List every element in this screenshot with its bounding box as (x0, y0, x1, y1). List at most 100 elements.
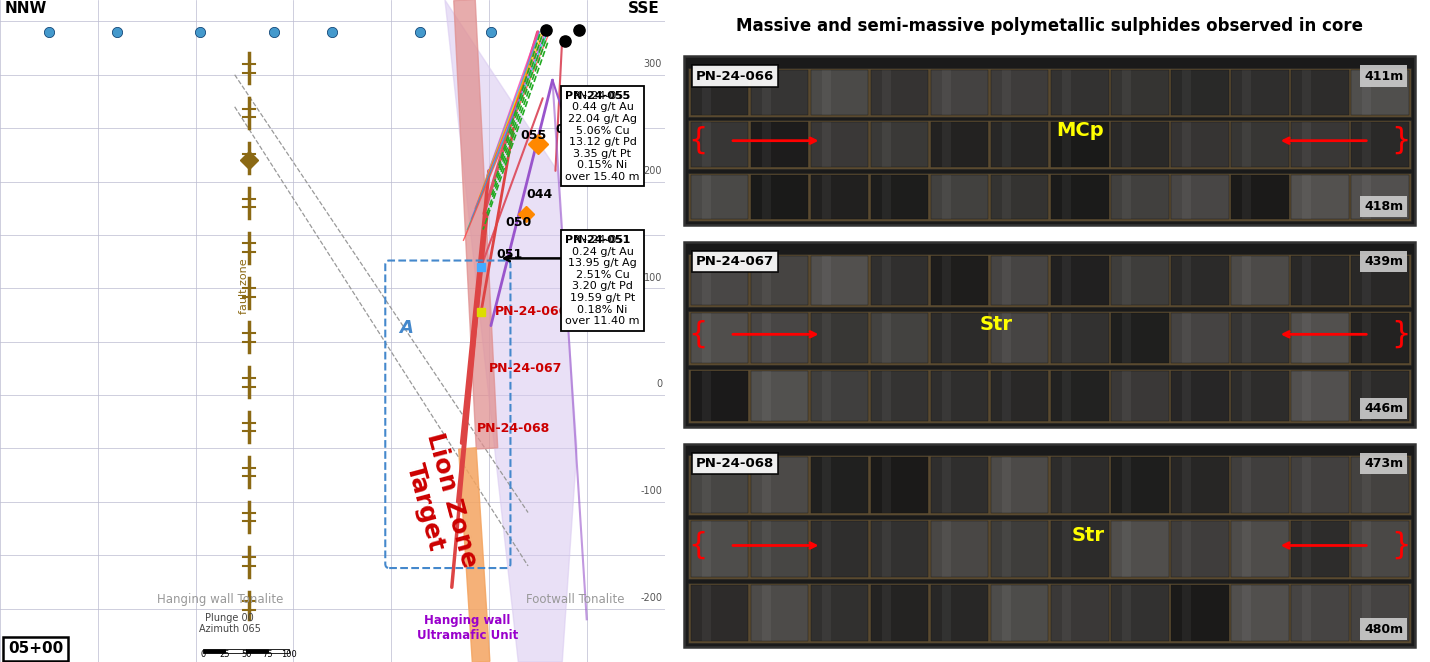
Bar (1351, 313, 1409, 363)
Text: }: } (1391, 531, 1411, 560)
Bar (1231, 70, 1288, 115)
Bar (1303, 313, 1311, 363)
Bar (1291, 175, 1348, 219)
Bar (822, 522, 831, 577)
Bar (931, 175, 988, 219)
Point (409, 26, 432, 37)
Bar (811, 371, 868, 421)
Bar (751, 457, 808, 514)
Bar (1171, 256, 1228, 305)
Bar (1351, 522, 1409, 577)
Bar (1291, 256, 1348, 305)
Bar (1171, 522, 1228, 577)
Text: 411m: 411m (1364, 70, 1403, 83)
Point (37, 26, 60, 37)
Bar (1183, 175, 1191, 219)
Bar (1243, 522, 1251, 577)
Text: PN-24-051
0.24 g/t Au
13.95 g/t Ag
2.51% Cu
3.20 g/t Pd
19.59 g/t Pt
0.18% Ni
ov: PN-24-051 0.24 g/t Au 13.95 g/t Ag 2.51%… (565, 235, 639, 326)
Bar (1351, 175, 1409, 219)
Bar (1351, 70, 1409, 115)
Bar (991, 457, 1048, 514)
Point (262, 26, 285, 37)
Bar (991, 313, 1048, 363)
Text: Str: Str (1071, 526, 1104, 545)
Bar (942, 457, 951, 514)
Bar (702, 371, 711, 421)
Bar (1243, 70, 1251, 115)
Bar (1051, 313, 1108, 363)
Text: PN-24-051: PN-24-051 (565, 235, 631, 245)
Bar (811, 256, 868, 305)
Bar (1183, 313, 1191, 363)
Text: Footwall Tonalite: Footwall Tonalite (526, 593, 625, 606)
Text: -200: -200 (641, 593, 662, 603)
Bar (1002, 522, 1011, 577)
Text: 031A: 031A (555, 124, 591, 136)
Bar (871, 256, 928, 305)
Bar (762, 256, 771, 305)
Bar (246, 649, 267, 653)
Text: Massive and semi-massive polymetallic sulphides observed in core: Massive and semi-massive polymetallic su… (736, 17, 1363, 34)
Text: 100: 100 (282, 649, 297, 659)
Bar (1111, 256, 1168, 305)
Bar (1051, 70, 1108, 115)
Bar (751, 175, 808, 219)
Bar (1111, 70, 1168, 115)
Point (106, 26, 129, 37)
Text: 055: 055 (521, 129, 546, 142)
Text: {: { (688, 126, 708, 155)
Bar (688, 520, 1411, 579)
Bar (991, 522, 1048, 577)
Bar (942, 313, 951, 363)
Bar (1111, 522, 1168, 577)
Bar (762, 457, 771, 514)
Text: 0: 0 (656, 379, 662, 389)
Bar (688, 455, 1411, 516)
Bar (1051, 256, 1108, 305)
Bar (751, 371, 808, 421)
Bar (702, 522, 711, 577)
Bar (1183, 256, 1191, 305)
Bar (882, 122, 891, 167)
Text: 75: 75 (263, 649, 273, 659)
Bar (942, 70, 951, 115)
Bar (1171, 175, 1228, 219)
Bar (931, 371, 988, 421)
Bar (1231, 457, 1288, 514)
Point (320, 26, 345, 37)
Bar (1231, 122, 1288, 167)
Text: 480m: 480m (1364, 622, 1403, 636)
Bar (1111, 457, 1168, 514)
Text: 439m: 439m (1364, 255, 1403, 268)
Bar (991, 256, 1048, 305)
Bar (942, 585, 951, 641)
Bar (882, 70, 891, 115)
Point (479, 26, 502, 37)
Bar (811, 313, 868, 363)
Bar (1111, 585, 1168, 641)
Bar (1051, 175, 1108, 219)
Bar (685, 56, 1414, 225)
Bar (1002, 313, 1011, 363)
Bar (822, 371, 831, 421)
Text: PN-24-066: PN-24-066 (495, 305, 568, 318)
Bar (1351, 371, 1409, 421)
Bar (991, 371, 1048, 421)
Text: 200: 200 (644, 166, 662, 176)
Bar (1363, 256, 1371, 305)
Point (189, 26, 212, 37)
Bar (1171, 585, 1228, 641)
Bar (1363, 122, 1371, 167)
Bar (1291, 371, 1348, 421)
Bar (931, 522, 988, 577)
Bar (1303, 256, 1311, 305)
Bar (1231, 585, 1288, 641)
Text: Hanging wall
Ultramafic Unit: Hanging wall Ultramafic Unit (416, 614, 518, 642)
Text: 300: 300 (644, 59, 662, 69)
Bar (702, 256, 711, 305)
Bar (762, 585, 771, 641)
Bar (942, 175, 951, 219)
Text: fault zone: fault zone (239, 258, 249, 314)
Bar (702, 457, 711, 514)
Bar (702, 313, 711, 363)
